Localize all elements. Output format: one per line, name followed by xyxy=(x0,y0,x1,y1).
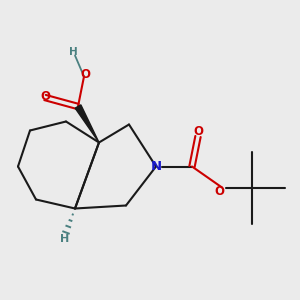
Polygon shape xyxy=(75,105,99,142)
Text: O: O xyxy=(40,89,50,103)
Text: H: H xyxy=(69,47,78,57)
Text: O: O xyxy=(80,68,91,82)
Text: N: N xyxy=(150,160,162,173)
Text: H: H xyxy=(60,233,69,244)
Text: O: O xyxy=(194,125,204,139)
Text: O: O xyxy=(214,185,225,198)
